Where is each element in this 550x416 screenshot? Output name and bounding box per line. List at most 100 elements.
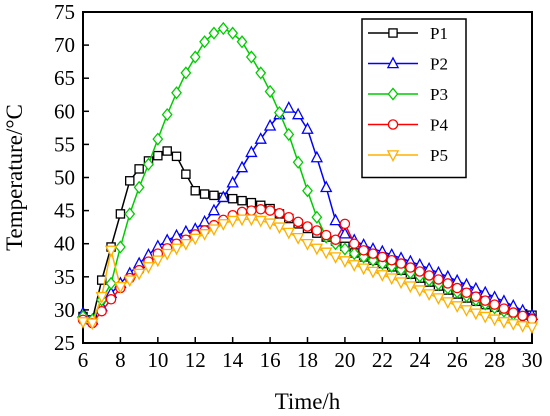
data-point-p4 xyxy=(302,221,313,232)
data-point-p4 xyxy=(283,211,295,223)
data-point-p5 xyxy=(366,266,380,279)
data-point-p5 xyxy=(291,232,305,245)
data-point-p2 xyxy=(263,118,277,131)
data-point-p4 xyxy=(423,270,435,281)
x-tick-label: 10 xyxy=(147,348,168,372)
data-point-p5 xyxy=(441,297,454,309)
data-point-p5 xyxy=(479,311,492,324)
data-point-p4 xyxy=(349,238,360,249)
data-point-p4 xyxy=(405,262,416,273)
data-point-p5 xyxy=(179,238,193,251)
data-point-p1 xyxy=(237,195,247,206)
y-tick-label: 40 xyxy=(54,232,75,256)
data-point-p2 xyxy=(338,226,352,239)
data-point-p5 xyxy=(235,214,249,227)
data-point-p1 xyxy=(125,176,135,186)
legend-marker xyxy=(388,28,398,38)
data-point-p5 xyxy=(142,262,155,274)
legend-item: P2 xyxy=(368,55,448,74)
legend-label: P1 xyxy=(430,24,448,43)
data-point-p5 xyxy=(488,314,501,327)
y-tick-label: 70 xyxy=(54,33,75,57)
data-point-p5 xyxy=(114,281,127,294)
data-point-p5 xyxy=(161,248,174,261)
legend-marker xyxy=(386,150,400,162)
data-point-p3 xyxy=(217,21,229,36)
data-point-p4 xyxy=(105,294,117,305)
data-point-p4 xyxy=(358,245,369,256)
data-point-p2 xyxy=(329,213,342,226)
data-point-p4 xyxy=(292,216,304,228)
data-point-p5 xyxy=(507,319,520,331)
data-point-p3 xyxy=(208,26,220,40)
data-point-p3 xyxy=(311,210,323,224)
series-p5 xyxy=(76,214,539,335)
data-point-p3 xyxy=(236,35,248,49)
data-point-p4 xyxy=(414,266,425,277)
data-point-p4 xyxy=(479,295,491,306)
data-point-p4 xyxy=(461,287,472,298)
data-point-p4 xyxy=(339,218,351,230)
data-point-p3 xyxy=(245,50,257,64)
data-point-p5 xyxy=(86,318,99,331)
data-point-p1 xyxy=(153,150,163,161)
series-p3 xyxy=(77,21,538,327)
data-point-p5 xyxy=(348,260,361,272)
y-tick-label: 75 xyxy=(54,0,75,24)
data-point-p3 xyxy=(292,155,304,169)
legend-item: P4 xyxy=(368,116,448,135)
legend-item: P5 xyxy=(368,146,448,165)
data-point-p3 xyxy=(152,132,164,146)
legend-marker xyxy=(386,56,400,69)
x-tick-label: 26 xyxy=(447,348,468,372)
data-point-p3 xyxy=(171,86,182,100)
data-point-p5 xyxy=(376,270,389,282)
y-tick-label: 45 xyxy=(54,199,75,223)
data-point-p5 xyxy=(404,281,417,294)
data-point-p3 xyxy=(124,207,136,221)
data-point-p5 xyxy=(245,214,258,227)
data-point-p2 xyxy=(254,132,267,144)
legend-items: P1 P2 P3 P4 P5 xyxy=(368,24,448,165)
data-point-p3 xyxy=(264,84,276,99)
x-tick-label: 18 xyxy=(297,348,318,372)
data-point-p4 xyxy=(498,303,510,314)
data-point-p2 xyxy=(282,100,295,113)
data-point-p4 xyxy=(433,274,444,285)
y-axis-title: Temperature/°C xyxy=(2,104,27,251)
data-point-p5 xyxy=(385,273,398,286)
data-point-p5 xyxy=(263,218,277,231)
series-layer xyxy=(76,21,539,335)
data-point-p3 xyxy=(189,50,201,64)
data-point-p3 xyxy=(348,247,360,261)
data-point-p5 xyxy=(123,275,136,288)
data-point-p2 xyxy=(245,145,258,158)
data-point-p3 xyxy=(227,26,239,40)
data-point-p4 xyxy=(395,258,407,269)
data-point-p5 xyxy=(273,222,286,235)
data-point-p4 xyxy=(311,225,323,236)
data-point-p5 xyxy=(189,233,202,246)
data-point-p5 xyxy=(320,247,333,260)
data-point-p5 xyxy=(422,289,436,302)
data-point-p5 xyxy=(357,263,370,276)
data-point-p3 xyxy=(339,242,351,256)
data-point-p5 xyxy=(413,285,426,298)
data-point-p2 xyxy=(291,107,305,120)
data-point-p1 xyxy=(227,193,238,204)
y-tick-label: 25 xyxy=(54,331,75,355)
y-tick-label: 35 xyxy=(54,265,75,289)
data-point-p4 xyxy=(451,282,463,294)
data-point-p3 xyxy=(161,107,173,122)
data-point-p4 xyxy=(442,278,454,289)
data-point-p3 xyxy=(143,157,154,171)
data-point-p4 xyxy=(264,205,276,216)
legend-label: P2 xyxy=(430,55,448,74)
data-point-p3 xyxy=(283,127,295,142)
data-point-p1 xyxy=(190,185,200,196)
data-point-p5 xyxy=(198,229,211,241)
legend-item: P1 xyxy=(368,24,448,43)
x-tick-label: 24 xyxy=(409,348,431,372)
legend: P1 P2 P3 P4 P5 xyxy=(361,18,467,179)
